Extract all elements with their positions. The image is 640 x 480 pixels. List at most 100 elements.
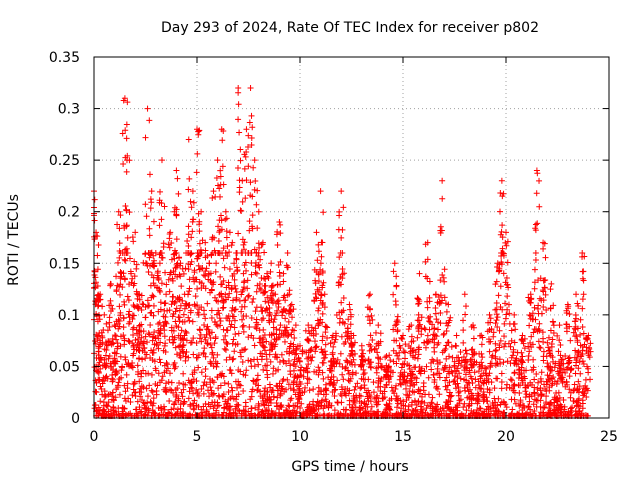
data-point bbox=[430, 371, 437, 378]
data-point bbox=[519, 359, 526, 366]
data-point bbox=[540, 304, 547, 311]
data-point bbox=[239, 316, 246, 323]
data-point bbox=[332, 336, 339, 343]
data-point bbox=[497, 401, 504, 408]
data-point bbox=[307, 347, 314, 354]
data-point bbox=[340, 204, 347, 211]
data-point bbox=[254, 187, 261, 194]
data-point bbox=[211, 340, 218, 347]
data-point bbox=[305, 322, 312, 329]
data-point bbox=[381, 366, 388, 373]
data-point bbox=[167, 229, 174, 236]
data-point bbox=[522, 394, 529, 401]
data-point bbox=[544, 372, 551, 379]
data-point bbox=[393, 395, 400, 402]
data-point bbox=[566, 310, 573, 317]
data-point bbox=[136, 291, 143, 298]
data-point bbox=[209, 349, 216, 356]
data-point bbox=[339, 249, 346, 256]
data-point bbox=[469, 380, 476, 387]
data-point bbox=[241, 303, 248, 310]
data-point bbox=[460, 327, 467, 334]
data-point bbox=[198, 304, 205, 311]
data-point bbox=[434, 408, 441, 415]
data-point bbox=[233, 393, 240, 400]
data-point bbox=[362, 376, 369, 383]
data-point bbox=[145, 330, 152, 337]
data-point bbox=[394, 352, 401, 359]
data-point bbox=[369, 337, 376, 344]
data-point bbox=[107, 297, 114, 304]
data-point bbox=[120, 160, 127, 167]
data-point bbox=[313, 343, 320, 350]
data-point bbox=[173, 351, 180, 358]
data-point bbox=[287, 340, 294, 347]
data-point bbox=[335, 410, 342, 417]
data-point bbox=[193, 387, 200, 394]
data-point bbox=[185, 223, 192, 230]
data-point bbox=[266, 381, 273, 388]
data-point bbox=[322, 341, 329, 348]
data-point bbox=[531, 304, 538, 311]
data-point bbox=[409, 347, 416, 354]
data-point bbox=[386, 403, 393, 410]
data-point bbox=[188, 234, 195, 241]
data-point bbox=[580, 330, 587, 337]
data-point bbox=[315, 384, 322, 391]
data-point bbox=[312, 325, 319, 332]
data-point bbox=[338, 299, 345, 306]
data-point bbox=[318, 346, 325, 353]
data-point bbox=[326, 367, 333, 374]
data-point bbox=[258, 350, 265, 357]
data-point bbox=[573, 291, 580, 298]
data-point bbox=[172, 308, 179, 315]
data-point bbox=[130, 238, 137, 245]
data-point bbox=[233, 264, 240, 271]
data-point bbox=[414, 355, 421, 362]
data-point bbox=[369, 411, 376, 418]
data-point bbox=[101, 362, 108, 369]
data-point bbox=[113, 350, 120, 357]
data-point bbox=[175, 314, 182, 321]
data-point bbox=[515, 411, 522, 418]
data-point bbox=[134, 398, 141, 405]
data-point bbox=[421, 399, 428, 406]
data-point bbox=[497, 283, 504, 290]
data-point bbox=[297, 366, 304, 373]
data-point bbox=[179, 297, 186, 304]
data-point bbox=[572, 333, 579, 340]
data-point bbox=[216, 310, 223, 317]
data-point bbox=[113, 287, 120, 294]
data-point bbox=[131, 273, 138, 280]
data-point bbox=[94, 283, 101, 290]
data-point bbox=[319, 369, 326, 376]
data-point bbox=[264, 294, 271, 301]
data-point bbox=[556, 362, 563, 369]
data-point bbox=[229, 356, 236, 363]
data-point bbox=[157, 288, 164, 295]
data-point bbox=[274, 241, 281, 248]
data-point bbox=[180, 386, 187, 393]
data-point bbox=[229, 340, 236, 347]
data-point bbox=[274, 307, 281, 314]
data-point bbox=[167, 386, 174, 393]
data-point bbox=[319, 333, 326, 340]
data-point bbox=[310, 386, 317, 393]
data-point bbox=[210, 354, 217, 361]
data-point bbox=[254, 387, 261, 394]
data-point bbox=[375, 322, 382, 329]
data-point bbox=[321, 411, 328, 418]
data-point bbox=[107, 280, 114, 287]
data-point bbox=[180, 370, 187, 377]
data-point bbox=[251, 186, 258, 193]
data-point bbox=[155, 370, 162, 377]
data-point bbox=[409, 388, 416, 395]
data-point bbox=[360, 350, 367, 357]
data-point bbox=[571, 381, 578, 388]
data-point bbox=[336, 315, 343, 322]
data-point bbox=[358, 375, 365, 382]
data-point bbox=[240, 322, 247, 329]
data-point bbox=[561, 406, 568, 413]
data-point bbox=[351, 399, 358, 406]
data-point bbox=[361, 382, 368, 389]
